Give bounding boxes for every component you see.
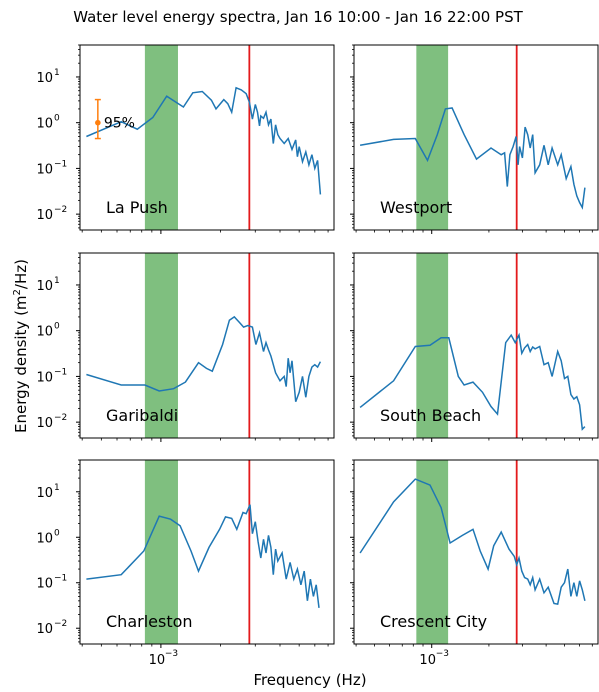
y-tick-label: 10 bbox=[36, 577, 53, 592]
y-tick-exponent: 1 bbox=[54, 68, 60, 78]
y-tick-exponent: 1 bbox=[54, 276, 60, 286]
y-tick-exponent: −1 bbox=[54, 574, 67, 584]
y-tick-label: 10 bbox=[36, 531, 53, 546]
y-tick-exponent: −2 bbox=[54, 619, 67, 629]
y-tick-exponent: −2 bbox=[54, 413, 67, 423]
x-axis-label: Frequency (Hz) bbox=[253, 671, 366, 689]
shaded-band bbox=[416, 45, 449, 230]
y-tick-label: 10 bbox=[36, 370, 53, 385]
shaded-band bbox=[144, 460, 178, 644]
y-tick-label: 10 bbox=[36, 71, 53, 86]
shaded-band bbox=[144, 253, 178, 438]
y-tick-label: 10 bbox=[36, 325, 53, 340]
series-line bbox=[86, 315, 322, 402]
panel-frame bbox=[353, 44, 599, 231]
station-label: La Push bbox=[106, 198, 168, 217]
x-tick-exponent: −3 bbox=[165, 649, 178, 659]
y-tick-exponent: 0 bbox=[54, 322, 60, 332]
y-tick-label: 10 bbox=[36, 279, 53, 294]
y-axis-label-suffix: /Hz) bbox=[12, 259, 30, 289]
panel-frame bbox=[79, 459, 335, 645]
ci-point bbox=[95, 119, 101, 126]
chart-title: Water level energy spectra, Jan 16 10:00… bbox=[73, 8, 523, 26]
series-line bbox=[359, 332, 586, 431]
shaded-band bbox=[144, 45, 178, 230]
y-tick-exponent: −2 bbox=[54, 205, 67, 215]
y-axis-label-sup: 2 bbox=[12, 289, 23, 295]
y-tick-exponent: 1 bbox=[54, 483, 60, 493]
y-tick-label: 10 bbox=[36, 208, 53, 223]
x-tick-label: 10 bbox=[149, 653, 166, 668]
y-tick-label: 10 bbox=[36, 486, 53, 501]
series-line bbox=[86, 504, 320, 608]
y-tick-label: 10 bbox=[36, 117, 53, 132]
panel-crescent-city: 10 −3 Crescent City bbox=[350, 459, 599, 668]
station-label: Westport bbox=[380, 198, 452, 217]
x-tick-exponent: −3 bbox=[436, 649, 449, 659]
y-tick-label: 10 bbox=[36, 162, 53, 177]
panel-frame bbox=[353, 252, 599, 439]
y-tick-exponent: 0 bbox=[54, 114, 60, 124]
y-tick-exponent: −1 bbox=[54, 367, 67, 377]
y-axis-label-prefix: Energy density (m bbox=[12, 295, 30, 433]
panel-frame bbox=[353, 459, 599, 645]
panel-westport: Westport bbox=[350, 44, 599, 234]
y-tick-exponent: 0 bbox=[54, 528, 60, 538]
panel-south-beach: South Beach bbox=[350, 252, 599, 442]
panel-frame bbox=[79, 252, 335, 439]
station-label: Garibaldi bbox=[106, 406, 178, 425]
series-line bbox=[86, 86, 322, 195]
station-label: Crescent City bbox=[380, 612, 487, 631]
panel-frame bbox=[79, 44, 335, 231]
x-tick-label: 10 bbox=[419, 653, 436, 668]
y-tick-exponent: −1 bbox=[54, 159, 67, 169]
station-label: Charleston bbox=[106, 612, 193, 631]
series-line bbox=[359, 478, 586, 605]
ci-label: 95% bbox=[104, 116, 135, 132]
station-label: South Beach bbox=[380, 406, 481, 425]
y-axis-label: Energy density (m2/Hz) bbox=[12, 259, 30, 433]
series-line bbox=[359, 107, 586, 210]
y-tick-label: 10 bbox=[36, 416, 53, 431]
y-tick-label: 10 bbox=[36, 622, 53, 637]
